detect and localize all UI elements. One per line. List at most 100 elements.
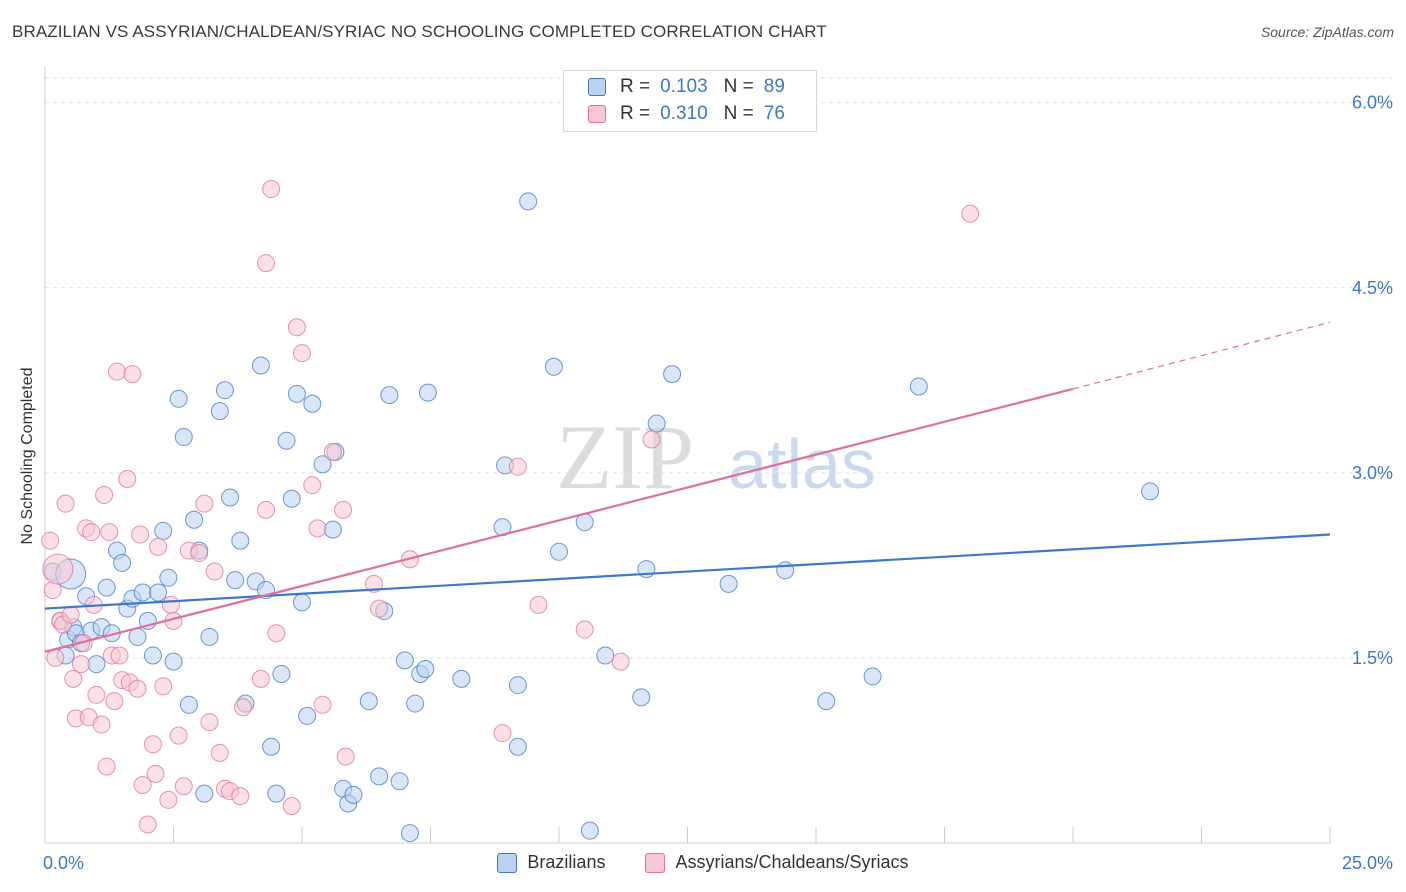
point-brazilians [452,669,471,688]
point-assyrians [267,624,286,643]
bottom-legend-brazilians: Brazilians [497,852,605,873]
point-assyrians [138,815,157,834]
point-assyrians [133,776,152,795]
point-assyrians [323,442,342,461]
legend-box: R = 0.103 N = 89 R = 0.310 N = 76 [563,70,817,132]
point-brazilians [210,402,229,421]
point-assyrians [251,669,270,688]
legend-r-label: R = [620,103,651,124]
legend-row-brazilians: R = 0.103 N = 89 [588,75,785,99]
legend-swatch-pink [588,105,606,123]
point-brazilians [143,646,162,665]
trend-line-extension [1072,321,1331,390]
point-assyrians [961,204,980,223]
point-brazilians [179,695,198,714]
point-assyrians [575,620,594,639]
trend-line-assyrians [44,387,1074,653]
point-assyrians [190,544,209,563]
point-brazilians [128,627,147,646]
point-assyrians [257,254,276,273]
point-brazilians [663,365,682,384]
point-brazilians [508,737,527,756]
point-brazilians [395,651,414,670]
point-assyrians [313,695,332,714]
point-brazilians [272,664,291,683]
point-brazilians [169,389,188,408]
point-assyrians [169,726,188,745]
point-assyrians [174,777,193,796]
point-assyrians [41,531,60,550]
point-brazilians [154,521,173,540]
point-brazilians [149,583,168,602]
source-label: Source: ZipAtlas.com [1260,24,1394,40]
point-assyrians [82,523,101,542]
point-brazilians [293,593,311,612]
point-assyrians [195,494,214,513]
legend-n-label: N = [723,103,754,124]
point-assyrians [529,595,548,614]
watermark-zip: ZIP [556,406,694,508]
point-assyrians [100,523,119,542]
legend-swatch-blue [588,78,606,96]
point-assyrians [308,519,327,538]
point-assyrians [97,757,116,776]
point-brazilians [519,192,538,211]
point-assyrians [336,747,355,766]
point-brazilians [113,553,132,572]
point-assyrians [143,735,162,754]
point-assyrians [262,180,281,199]
point-brazilians [87,655,106,674]
point-brazilians [416,660,435,679]
point-brazilians [359,692,378,711]
point-assyrians [146,764,165,783]
point-assyrians [370,599,389,618]
point-brazilians [267,784,286,803]
point-brazilians [719,574,738,593]
point-assyrians [293,344,311,363]
y-tick-label: 3.0% [1352,463,1393,483]
y-tick-label: 4.5% [1352,278,1393,298]
point-assyrians [107,362,126,381]
point-assyrians [118,470,137,489]
bottom-legend-label: Assyrians/Chaldeans/Syriacs [675,852,909,872]
point-assyrians [231,787,250,806]
point-assyrians [210,743,229,762]
legend-n-label: N = [723,76,754,97]
y-tick-label: 6.0% [1352,93,1393,113]
point-brazilians [596,646,615,665]
legend-n-value: 76 [763,103,785,124]
point-brazilians [159,568,178,587]
point-assyrians [364,574,383,593]
point-assyrians [642,430,661,449]
point-brazilians [370,767,389,786]
point-brazilians [909,377,928,396]
point-assyrians [233,698,252,717]
watermark-atlas: atlas [728,425,876,503]
point-assyrians [154,677,173,696]
bottom-legend-swatch-blue [497,852,518,873]
point-brazilians [390,772,409,791]
point-brazilians [215,381,234,400]
x-tick-label: 25.0% [1342,853,1393,873]
point-brazilians [231,531,250,550]
legend-row-assyrians: R = 0.310 N = 76 [588,102,785,126]
point-brazilians [195,784,214,803]
point-assyrians [159,790,178,809]
point-brazilians [580,821,599,840]
point-assyrians [303,476,322,495]
point-brazilians [400,824,419,843]
point-brazilians [200,627,219,646]
bottom-legend: Brazilians Assyrians/Chaldeans/Syriacs [0,852,1406,873]
x-tick-label: 0.0% [43,853,84,873]
legend-r-value: 0.310 [660,103,708,124]
point-assyrians [508,457,527,476]
legend-r-value: 0.103 [660,76,708,97]
point-assyrians [149,537,168,556]
point-assyrians [123,365,142,384]
point-brazilians [282,489,301,508]
point-assyrians [611,652,630,671]
bottom-legend-assyrians: Assyrians/Chaldeans/Syriacs [645,852,909,873]
point-brazilians [550,542,568,561]
point-brazilians [287,384,306,403]
